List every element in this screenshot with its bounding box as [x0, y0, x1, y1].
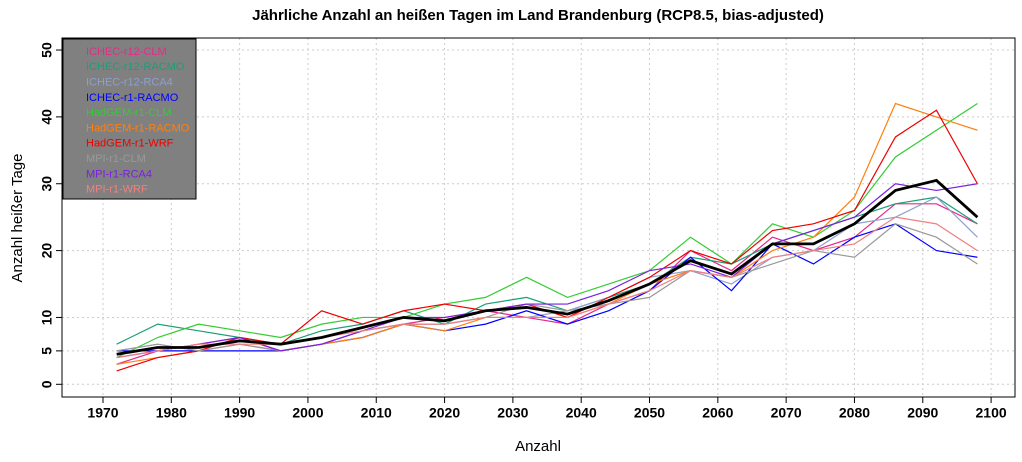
mean-line — [116, 178, 979, 356]
legend-entry: HadGEM-r1-CLM — [86, 107, 172, 119]
legend-entry: HadGEM-r1-WRF — [86, 138, 174, 150]
series-line — [116, 196, 978, 352]
legend-entry: MPI-r1-CLM — [86, 153, 146, 165]
x-tick-label: 2100 — [976, 405, 1007, 421]
series-line — [116, 216, 978, 359]
x-tick-label: 2030 — [497, 405, 528, 421]
legend-box — [62, 38, 197, 200]
y-tick-label: 10 — [39, 309, 55, 325]
x-axis-label: Anzahl — [515, 438, 561, 455]
series-line — [116, 102, 978, 365]
y-tick-label: 0 — [39, 380, 55, 388]
legend-entry: MPI-r1-RCA4 — [86, 168, 152, 180]
y-tick-label: 40 — [39, 109, 55, 125]
x-tick-label: 1970 — [87, 405, 118, 421]
legend-entry: ICHEC-r12-RCA4 — [86, 77, 173, 89]
legend-entry: ICHEC-r12-CLM — [86, 46, 167, 58]
x-tick-label: 2010 — [361, 405, 392, 421]
legend-entry: ICHEC-r12-RACMO — [86, 61, 185, 73]
legend-entry: HadGEM-r1-RACMO — [86, 122, 190, 134]
x-tick-label: 2000 — [292, 405, 323, 421]
y-tick-label: 50 — [39, 42, 55, 58]
chart-title: Jährliche Anzahl an heißen Tagen im Land… — [252, 7, 824, 24]
x-tick-label: 2090 — [907, 405, 938, 421]
x-tick-label: 2070 — [771, 405, 802, 421]
y-tick-label: 30 — [39, 176, 55, 192]
y-tick-label: 20 — [39, 243, 55, 259]
x-tick-label: 1980 — [156, 405, 187, 421]
y-tick-label: 5 — [39, 347, 55, 355]
series-line — [116, 103, 978, 359]
x-tick-label: 2050 — [634, 405, 665, 421]
series-line — [116, 223, 978, 352]
x-tick-label: 1990 — [224, 405, 255, 421]
x-tick-label: 2020 — [429, 405, 460, 421]
plot-frame — [61, 37, 1016, 398]
legend-entry: MPI-r1-WRF — [86, 184, 148, 196]
legend-entry: ICHEC-r1-RACMO — [86, 92, 179, 104]
y-axis-label: Anzahl heißer Tage — [9, 154, 26, 283]
x-tick-label: 2040 — [566, 405, 597, 421]
x-tick-label: 2060 — [702, 405, 733, 421]
x-tick-label: 2080 — [839, 405, 870, 421]
